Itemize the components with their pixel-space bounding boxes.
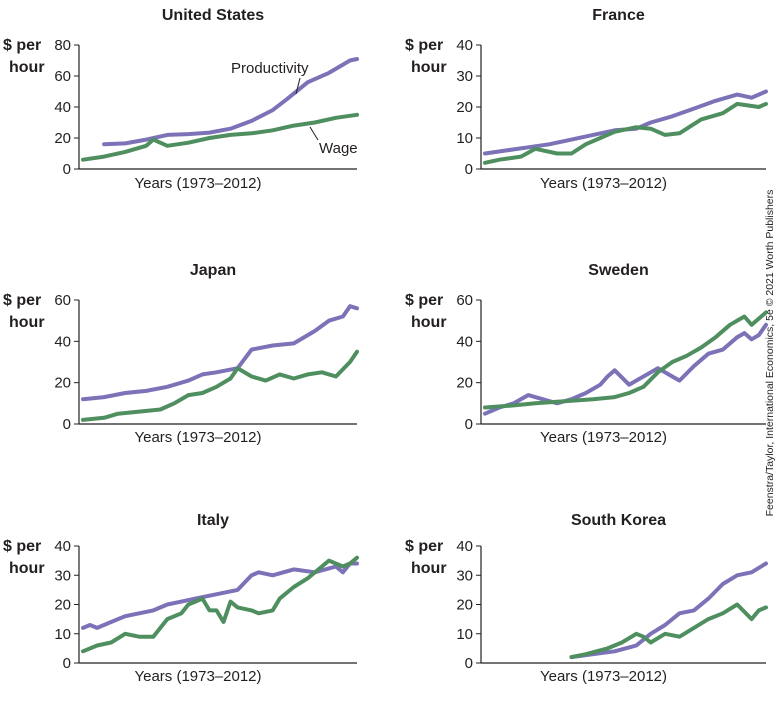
publisher-credit-text: Feenstra/Taylor, International Economics… bbox=[764, 189, 776, 517]
chart-title: Sweden bbox=[588, 262, 648, 279]
y-tick-label: 30 bbox=[456, 68, 473, 85]
y-tick-label: 30 bbox=[54, 567, 71, 584]
productivity-annotation: Productivity bbox=[231, 60, 309, 77]
chart-title: Japan bbox=[190, 262, 236, 279]
chart-title: France bbox=[592, 7, 645, 24]
y-axis-label: $ per hour bbox=[3, 292, 45, 331]
x-axis-label: Years (1973–2012) bbox=[540, 175, 667, 192]
y-tick-label: 20 bbox=[54, 375, 71, 392]
y-tick-label: 20 bbox=[54, 597, 71, 614]
y-tick-label: 0 bbox=[63, 416, 71, 433]
productivity-line bbox=[569, 561, 768, 660]
y-tick-label: 10 bbox=[456, 130, 473, 147]
y-axis-label: $ per hour bbox=[3, 538, 45, 577]
y-tick-label: 40 bbox=[456, 538, 473, 555]
productivity-line bbox=[483, 322, 768, 416]
y-tick-label: 0 bbox=[63, 161, 71, 178]
chart-france: France $ per hour 0 10 20 30 40 Years (1973–2012… bbox=[405, 7, 768, 192]
x-axis-label: Years (1973–2012) bbox=[134, 668, 261, 685]
y-tick-label: 40 bbox=[54, 538, 71, 555]
wage-line bbox=[81, 349, 359, 422]
wage-line bbox=[483, 101, 768, 165]
wage-line bbox=[483, 310, 768, 410]
y-axis-label: $ per hour bbox=[405, 538, 447, 577]
y-tick-label: 0 bbox=[63, 655, 71, 672]
wage-line bbox=[569, 602, 768, 660]
y-tick-label: 10 bbox=[54, 626, 71, 643]
productivity-line bbox=[81, 561, 359, 630]
chart-italy: Italy $ per hour 0 10 20 30 40 Years (1973–2012) bbox=[3, 512, 359, 685]
y-tick-label: 40 bbox=[456, 333, 473, 350]
chart-japan: Japan $ per hour 0 20 40 60 Years (1973–2012) bbox=[3, 262, 359, 446]
y-tick-label: 30 bbox=[456, 567, 473, 584]
chart-title: United States bbox=[162, 7, 264, 24]
x-axis-label: Years (1973–2012) bbox=[134, 175, 261, 192]
y-axis-label: $ per hour bbox=[405, 292, 447, 331]
y-tick-label: 60 bbox=[54, 292, 71, 309]
y-tick-label: 40 bbox=[54, 333, 71, 350]
wage-line bbox=[81, 112, 359, 162]
y-axis-label: $ per hour bbox=[3, 37, 45, 76]
y-tick-label: 20 bbox=[456, 597, 473, 614]
y-tick-label: 20 bbox=[54, 130, 71, 147]
y-tick-label: 40 bbox=[54, 99, 71, 116]
y-tick-label: 40 bbox=[456, 37, 473, 54]
wage-leader-line bbox=[309, 126, 319, 141]
x-axis-label: Years (1973–2012) bbox=[540, 429, 667, 446]
y-tick-label: 20 bbox=[456, 99, 473, 116]
y-tick-label: 0 bbox=[465, 161, 473, 178]
x-axis-label: Years (1973–2012) bbox=[540, 668, 667, 685]
wage-line bbox=[81, 555, 359, 654]
y-tick-label: 10 bbox=[456, 626, 473, 643]
wage-annotation: Wage bbox=[319, 140, 358, 157]
x-axis-label: Years (1973–2012) bbox=[134, 429, 261, 446]
chart-title: Italy bbox=[197, 512, 229, 529]
y-tick-label: 0 bbox=[465, 416, 473, 433]
chart-united-states: United States $ per hour 0 20 40 60 80 Years (19… bbox=[3, 7, 359, 192]
chart-title: South Korea bbox=[571, 512, 666, 529]
productivity-leader-line bbox=[295, 77, 301, 95]
y-axis-label: $ per hour bbox=[405, 37, 447, 76]
productivity-line bbox=[102, 57, 359, 147]
chart-sweden: Sweden $ per hour 0 20 40 60 Years (1973–2012) bbox=[405, 262, 768, 446]
y-tick-label: 20 bbox=[456, 375, 473, 392]
y-tick-label: 60 bbox=[456, 292, 473, 309]
productivity-line bbox=[483, 89, 768, 156]
chart-south-korea: South Korea $ per hour 0 10 20 30 40 Years (1973… bbox=[405, 512, 768, 685]
y-tick-label: 80 bbox=[54, 37, 71, 54]
y-tick-label: 60 bbox=[54, 68, 71, 85]
y-tick-label: 0 bbox=[465, 655, 473, 672]
